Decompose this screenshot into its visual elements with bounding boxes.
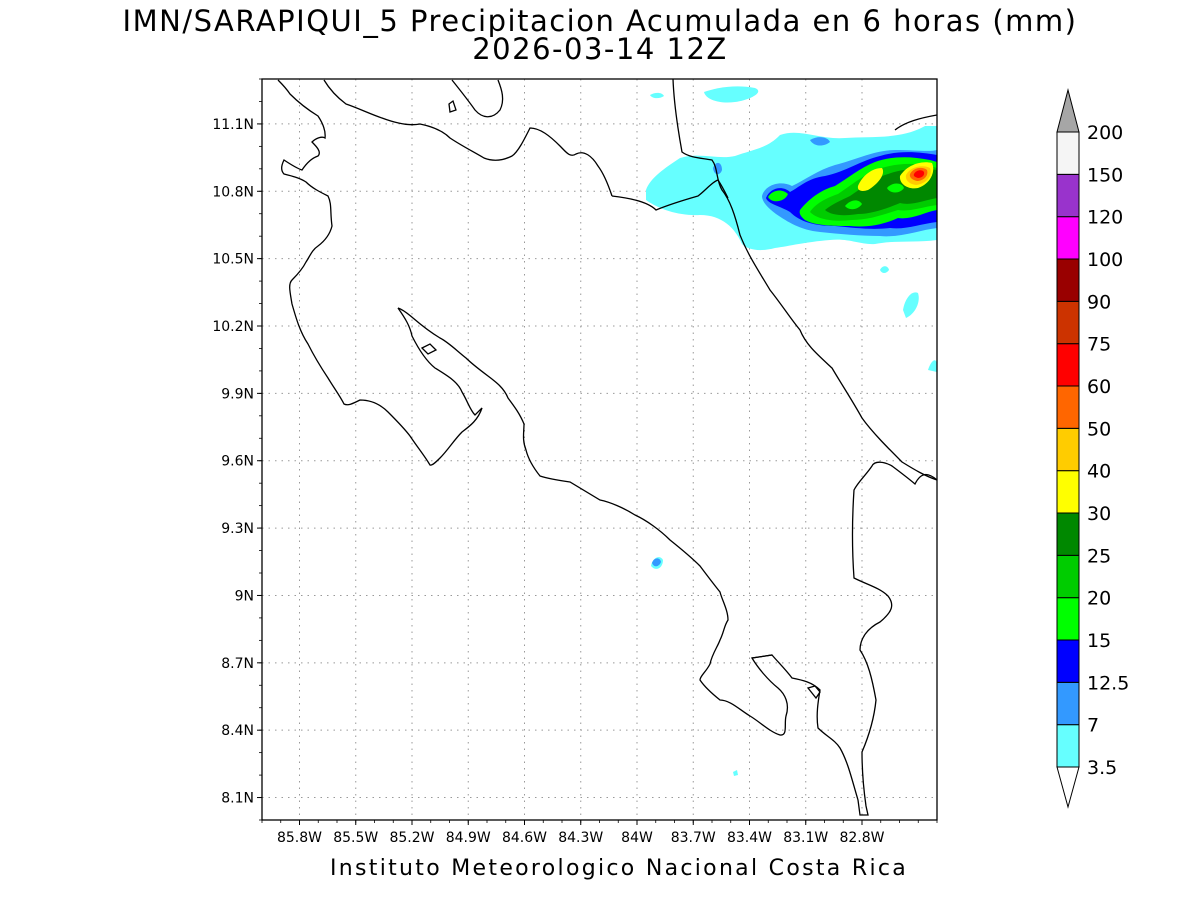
colorbar-label: 15 bbox=[1087, 630, 1111, 652]
colorbar-label: 150 bbox=[1087, 164, 1123, 186]
lon-tick-label: 83.7W bbox=[671, 830, 716, 846]
lat-tick-label: 10.8N bbox=[212, 184, 254, 200]
colorbar-upper-triangle bbox=[1056, 88, 1080, 133]
colorbar-label: 75 bbox=[1087, 334, 1111, 356]
precip-area-7 bbox=[810, 137, 830, 146]
lat-tick-label: 8.4N bbox=[221, 723, 254, 739]
colorbar: 3.5 7 12.5 15 20 25 30 40 50 60 75 90 100 120 150 200 bbox=[1056, 88, 1129, 809]
colorbar-segment bbox=[1056, 385, 1080, 429]
lat-tick-label: 10.5N bbox=[212, 252, 254, 268]
colorbar-segment bbox=[1056, 724, 1080, 768]
colorbar-segment bbox=[1056, 681, 1080, 726]
lat-tick-label: 8.1N bbox=[221, 791, 254, 807]
chira-island bbox=[420, 343, 438, 355]
precip-area-7 bbox=[652, 558, 661, 567]
colorbar-label: 20 bbox=[1087, 588, 1111, 610]
lon-tick-label: 83.4W bbox=[727, 830, 772, 846]
lat-tick-label: 8.7N bbox=[221, 656, 254, 672]
colorbar-label: 90 bbox=[1087, 291, 1111, 313]
precip-area-15 bbox=[768, 190, 788, 202]
colorbar-label: 200 bbox=[1087, 122, 1123, 144]
colorbar-lower-triangle bbox=[1056, 766, 1080, 809]
colorbar-segment bbox=[1056, 554, 1080, 599]
lon-tick-label: 84.6W bbox=[502, 830, 547, 846]
colorbar-segment bbox=[1056, 597, 1080, 641]
colorbar-label: 30 bbox=[1087, 503, 1111, 525]
precip-area-15 bbox=[845, 200, 862, 210]
lon-tick-label: 84W bbox=[621, 830, 653, 846]
lat-tick-label: 9.9N bbox=[221, 386, 254, 402]
precip-area-3.5 bbox=[880, 266, 889, 273]
colorbar-label: 40 bbox=[1087, 461, 1111, 483]
colorbar-label: 25 bbox=[1087, 545, 1111, 567]
lon-tick-label: 85.2W bbox=[389, 830, 434, 846]
lake-nicaragua-shore bbox=[323, 79, 613, 197]
precip-area-3.5 bbox=[928, 360, 937, 372]
lake-island bbox=[448, 99, 457, 113]
nicaragua-coast bbox=[894, 114, 937, 131]
lon-tick-label: 84.9W bbox=[446, 830, 491, 846]
colorbar-segment bbox=[1056, 343, 1080, 387]
lon-tick-label: 84.3W bbox=[558, 830, 603, 846]
nicaragua-border bbox=[611, 179, 729, 211]
colorbar-label: 7 bbox=[1087, 715, 1099, 737]
lon-tick-label: 82.8W bbox=[839, 830, 884, 846]
colorbar-segment bbox=[1056, 427, 1080, 472]
lat-tick-label: 9.3N bbox=[221, 521, 254, 537]
lat-tick-label: 11.1N bbox=[212, 117, 254, 133]
colorbar-segment bbox=[1056, 300, 1080, 345]
colorbar-segment bbox=[1056, 216, 1080, 260]
lat-tick-label: 10.2N bbox=[212, 319, 254, 335]
precip-area-3.5 bbox=[704, 86, 759, 103]
credit-text: Instituto Meteorologico Nacional Costa R… bbox=[330, 856, 909, 881]
lat-tick-label: 9N bbox=[235, 588, 254, 604]
colorbar-label: 60 bbox=[1087, 376, 1111, 398]
golfito-inlet bbox=[806, 685, 821, 700]
colorbar-label: 50 bbox=[1087, 418, 1111, 440]
colorbar-segment bbox=[1056, 173, 1080, 218]
lat-tick-label: 9.6N bbox=[221, 454, 254, 470]
colorbar-label: 100 bbox=[1087, 249, 1123, 271]
precip-area-3.5 bbox=[903, 292, 919, 318]
colorbar-label: 12.5 bbox=[1087, 672, 1129, 694]
lake-nicaragua-shore bbox=[451, 79, 504, 118]
colorbar-label: 120 bbox=[1087, 207, 1123, 229]
precip-area-3.5 bbox=[733, 770, 738, 776]
colorbar-segment bbox=[1056, 131, 1080, 175]
map-title: IMN/SARAPIQUI_5 Precipitacion Acumulada … bbox=[122, 4, 1078, 38]
colorbar-segment bbox=[1056, 639, 1080, 683]
lon-tick-label: 85.8W bbox=[277, 830, 322, 846]
precip-area-15 bbox=[887, 183, 904, 193]
lon-tick-label: 83.1W bbox=[783, 830, 828, 846]
lon-tick-label: 85.5W bbox=[333, 830, 378, 846]
precipitation-field bbox=[646, 86, 937, 776]
osa-peninsula bbox=[751, 654, 773, 659]
nicoya-peninsula bbox=[277, 79, 483, 466]
precip-area-30 bbox=[857, 168, 884, 191]
precip-area-60 bbox=[913, 170, 925, 178]
colorbar-segment bbox=[1056, 470, 1080, 514]
colorbar-segment bbox=[1056, 258, 1080, 302]
axis-ticks: 85.8W 85.5W 85.2W 84.9W 84.6W 84.3W 84W 83.7W 83… bbox=[212, 78, 938, 846]
colorbar-label: 3.5 bbox=[1087, 757, 1117, 779]
coastlines bbox=[277, 79, 937, 816]
colorbar-segment bbox=[1056, 512, 1080, 556]
map-date: 2026-03-14 12Z bbox=[472, 32, 728, 66]
precip-area-3.5 bbox=[650, 92, 664, 99]
caribbean-coast bbox=[672, 79, 937, 481]
panama-border bbox=[397, 307, 937, 816]
